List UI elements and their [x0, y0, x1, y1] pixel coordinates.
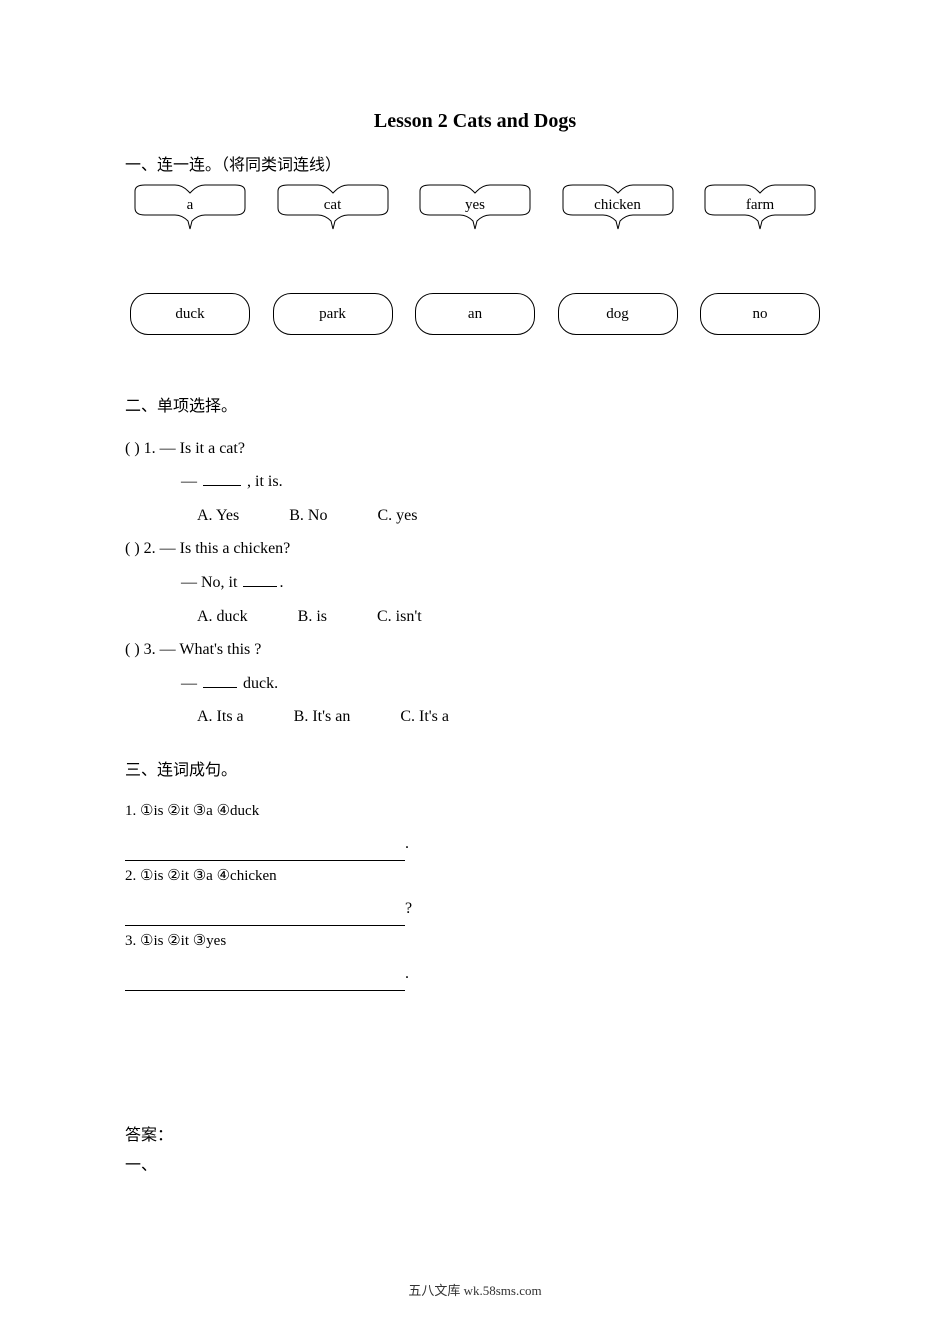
q3-optB[interactable]: B. It's an — [294, 700, 351, 734]
s3-blank1: . — [125, 827, 825, 861]
q2-optC[interactable]: C. isn't — [377, 600, 422, 634]
box-an: an — [415, 293, 535, 335]
q2-line2: — No, it . — [125, 566, 825, 600]
blank-fill[interactable] — [203, 674, 237, 688]
answers-section: 答案： 一、 — [125, 1121, 825, 1182]
q1-optC[interactable]: C. yes — [377, 499, 417, 533]
s3-q1: 1. ①is ②it ③a ④duck — [125, 796, 825, 828]
bubble-yes: yes — [415, 183, 535, 233]
s3-blank3: . — [125, 957, 825, 991]
s3-blank2: ? — [125, 892, 825, 926]
q1-optB[interactable]: B. No — [289, 499, 327, 533]
bubble-text: chicken — [594, 197, 641, 214]
s3-q3: 3. ①is ②it ③yes — [125, 926, 825, 958]
q3-line1: ( ) 3. — What's this ? — [125, 633, 825, 667]
blank-fill[interactable] — [203, 472, 241, 486]
q1-line1: ( ) 1. — Is it a cat? — [125, 432, 825, 466]
bubbles-row: a cat yes chicken farm — [125, 183, 825, 233]
section2: 二、单项选择。 ( ) 1. — Is it a cat? — , it is.… — [125, 390, 825, 734]
answers-line1: 一、 — [125, 1151, 825, 1181]
q2-optB[interactable]: B. is — [298, 600, 327, 634]
box-park: park — [273, 293, 393, 335]
box-no: no — [700, 293, 820, 335]
bubble-farm: farm — [700, 183, 820, 233]
bubble-text: farm — [746, 197, 774, 214]
answers-label: 答案： — [125, 1121, 825, 1151]
blank-line[interactable] — [125, 908, 405, 926]
q2-line1: ( ) 2. — Is this a chicken? — [125, 532, 825, 566]
bubble-text: cat — [324, 197, 341, 214]
q1-options: A. Yes B. No C. yes — [125, 499, 825, 533]
bubble-cat: cat — [273, 183, 393, 233]
blank-line[interactable] — [125, 973, 405, 991]
footer-text: 五八文库 wk.58sms.com — [0, 1280, 950, 1299]
blank-fill[interactable] — [243, 573, 277, 587]
bubble-a: a — [130, 183, 250, 233]
q2-optA[interactable]: A. duck — [197, 600, 248, 634]
bubble-chicken: chicken — [558, 183, 678, 233]
bubble-text: yes — [465, 197, 485, 214]
s3-q2: 2. ①is ②it ③a ④chicken — [125, 861, 825, 893]
blank-line[interactable] — [125, 843, 405, 861]
q1-optA[interactable]: A. Yes — [197, 499, 239, 533]
lesson-title: Lesson 2 Cats and Dogs — [125, 110, 825, 133]
section1-header: 一、连一连。（将同类词连线） — [125, 151, 825, 175]
boxes-row: duck park an dog no — [125, 293, 825, 335]
section2-header: 二、单项选择。 — [125, 390, 825, 424]
q1-line2: — , it is. — [125, 465, 825, 499]
q3-optA[interactable]: A. Its a — [197, 700, 244, 734]
section3: 三、连词成句。 1. ①is ②it ③a ④duck . 2. ①is ②it… — [125, 754, 825, 991]
bubble-text: a — [187, 197, 194, 214]
q3-optC[interactable]: C. It's a — [400, 700, 449, 734]
section3-header: 三、连词成句。 — [125, 754, 825, 788]
q3-options: A. Its a B. It's an C. It's a — [125, 700, 825, 734]
q2-options: A. duck B. is C. isn't — [125, 600, 825, 634]
q3-line2: — duck. — [125, 667, 825, 701]
box-dog: dog — [558, 293, 678, 335]
box-duck: duck — [130, 293, 250, 335]
